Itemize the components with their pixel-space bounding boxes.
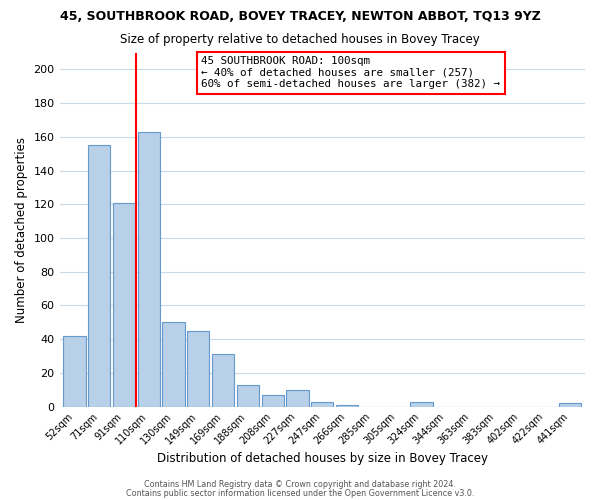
Bar — [212, 354, 234, 406]
Bar — [237, 384, 259, 406]
Bar — [88, 145, 110, 406]
Text: Contains HM Land Registry data © Crown copyright and database right 2024.: Contains HM Land Registry data © Crown c… — [144, 480, 456, 489]
Text: 45 SOUTHBROOK ROAD: 100sqm
← 40% of detached houses are smaller (257)
60% of sem: 45 SOUTHBROOK ROAD: 100sqm ← 40% of deta… — [202, 56, 500, 89]
X-axis label: Distribution of detached houses by size in Bovey Tracey: Distribution of detached houses by size … — [157, 452, 488, 465]
Bar — [137, 132, 160, 406]
Bar — [113, 202, 135, 406]
Text: 45, SOUTHBROOK ROAD, BOVEY TRACEY, NEWTON ABBOT, TQ13 9YZ: 45, SOUTHBROOK ROAD, BOVEY TRACEY, NEWTO… — [59, 10, 541, 23]
Bar — [559, 403, 581, 406]
Bar — [262, 395, 284, 406]
Bar — [63, 336, 86, 406]
Text: Contains public sector information licensed under the Open Government Licence v3: Contains public sector information licen… — [126, 488, 474, 498]
Bar — [336, 405, 358, 406]
Bar — [311, 402, 334, 406]
Y-axis label: Number of detached properties: Number of detached properties — [15, 136, 28, 322]
Bar — [163, 322, 185, 406]
Bar — [410, 402, 433, 406]
Text: Size of property relative to detached houses in Bovey Tracey: Size of property relative to detached ho… — [120, 32, 480, 46]
Bar — [187, 330, 209, 406]
Bar — [286, 390, 308, 406]
